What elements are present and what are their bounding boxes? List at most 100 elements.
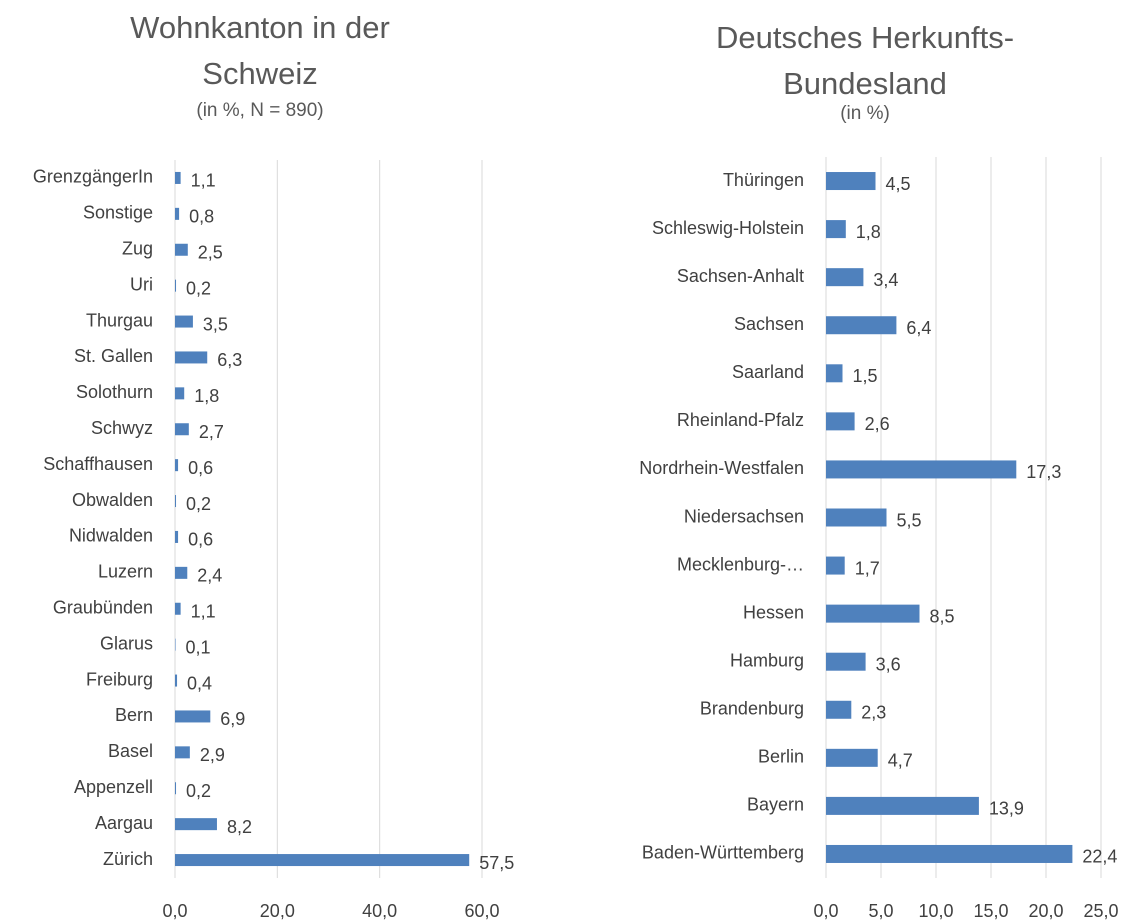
bar bbox=[826, 460, 1017, 479]
data-label: 22,4 bbox=[1082, 847, 1117, 867]
data-label: 2,3 bbox=[861, 703, 886, 723]
y-tick-label: Nordrhein-Westfalen bbox=[639, 458, 804, 478]
data-label: 1,1 bbox=[191, 602, 216, 622]
chart-subtitle: (in %, N = 890) bbox=[196, 100, 324, 121]
data-label: 0,2 bbox=[186, 494, 211, 514]
data-label: 0,2 bbox=[186, 278, 211, 298]
x-tick-label: 25,0 bbox=[1083, 901, 1118, 921]
bar bbox=[175, 243, 188, 256]
bar bbox=[826, 316, 897, 335]
bar bbox=[826, 844, 1073, 863]
data-label: 1,5 bbox=[853, 366, 878, 386]
y-tick-label: Zürich bbox=[103, 849, 153, 869]
bar bbox=[826, 652, 866, 671]
data-label: 0,8 bbox=[189, 207, 214, 227]
bar bbox=[826, 364, 843, 383]
data-label: 1,1 bbox=[191, 171, 216, 191]
bar bbox=[175, 495, 177, 508]
data-label: 6,3 bbox=[217, 350, 242, 370]
data-label: 4,5 bbox=[886, 174, 911, 194]
x-tick-label: 15,0 bbox=[973, 901, 1008, 921]
x-tick-label: 10,0 bbox=[918, 901, 953, 921]
y-tick-label: St. Gallen bbox=[74, 346, 153, 366]
y-tick-label: Freiburg bbox=[86, 669, 153, 689]
bar bbox=[175, 423, 189, 436]
bar bbox=[826, 220, 846, 239]
y-tick-label: Luzern bbox=[98, 562, 153, 582]
data-label: 2,5 bbox=[198, 243, 223, 263]
bar bbox=[175, 171, 181, 184]
y-tick-label: Aargau bbox=[95, 813, 153, 833]
bar bbox=[826, 700, 852, 719]
x-tick-label: 5,0 bbox=[868, 901, 893, 921]
y-tick-label: Schleswig-Holstein bbox=[652, 218, 804, 238]
data-label: 2,7 bbox=[199, 422, 224, 442]
bar bbox=[175, 530, 179, 543]
y-tick-label: Saarland bbox=[732, 362, 804, 382]
x-tick-label: 20,0 bbox=[260, 901, 295, 921]
y-tick-label: Berlin bbox=[758, 747, 804, 767]
y-tick-label: Zug bbox=[122, 239, 153, 259]
data-label: 6,4 bbox=[906, 318, 931, 338]
bar bbox=[175, 782, 177, 795]
y-tick-label: Sachsen bbox=[734, 314, 804, 334]
y-tick-label: Thüringen bbox=[723, 170, 804, 190]
chart-title: Deutsches Herkunfts-Bundesland bbox=[715, 20, 1015, 101]
data-label: 17,3 bbox=[1026, 462, 1061, 482]
y-tick-label: Thurgau bbox=[86, 310, 153, 330]
data-label: 8,5 bbox=[930, 606, 955, 626]
bar bbox=[175, 818, 217, 831]
bar bbox=[175, 746, 190, 759]
chart-subtitle: (in %) bbox=[840, 103, 890, 124]
x-tick-label: 0,0 bbox=[162, 901, 187, 921]
data-label: 1,8 bbox=[194, 386, 219, 406]
bar bbox=[175, 387, 185, 400]
bar bbox=[175, 854, 470, 867]
bar bbox=[826, 748, 878, 767]
y-tick-label: Baden-Württemberg bbox=[642, 843, 804, 863]
bar bbox=[175, 315, 193, 328]
data-label: 3,5 bbox=[203, 314, 228, 334]
data-label: 1,7 bbox=[855, 558, 880, 578]
bar bbox=[175, 710, 211, 723]
y-tick-label: GrenzgängerIn bbox=[33, 167, 153, 187]
bar bbox=[175, 602, 181, 615]
data-label: 8,2 bbox=[227, 817, 252, 837]
data-label: 2,4 bbox=[197, 566, 222, 586]
data-label: 3,4 bbox=[873, 270, 898, 290]
y-tick-label: Schwyz bbox=[91, 418, 153, 438]
y-tick-label: Rheinland-Pfalz bbox=[677, 410, 804, 430]
y-tick-label: Schaffhausen bbox=[43, 454, 153, 474]
y-tick-label: Graubünden bbox=[53, 598, 153, 618]
x-tick-label: 60,0 bbox=[464, 901, 499, 921]
y-tick-label: Appenzell bbox=[74, 777, 153, 797]
data-label: 1,8 bbox=[856, 222, 881, 242]
y-tick-label: Nidwalden bbox=[69, 526, 153, 546]
data-label: 57,5 bbox=[479, 853, 514, 873]
y-tick-label: Mecklenburg-… bbox=[677, 554, 804, 574]
data-label: 0,6 bbox=[188, 530, 213, 550]
y-tick-label: Niedersachsen bbox=[684, 506, 804, 526]
bar bbox=[826, 172, 876, 191]
data-label: 0,4 bbox=[187, 673, 212, 693]
data-label: 0,2 bbox=[186, 781, 211, 801]
data-label: 5,5 bbox=[897, 510, 922, 530]
chart-title: Wohnkanton in der Schweiz bbox=[130, 10, 390, 91]
bar bbox=[826, 796, 979, 815]
bar bbox=[826, 508, 887, 527]
bar bbox=[175, 351, 208, 364]
y-tick-label: Sonstige bbox=[83, 203, 153, 223]
bar bbox=[826, 412, 855, 431]
y-tick-label: Hessen bbox=[743, 602, 804, 622]
y-tick-label: Basel bbox=[108, 741, 153, 761]
bar bbox=[175, 674, 178, 687]
y-tick-label: Glarus bbox=[100, 633, 153, 653]
bar bbox=[826, 604, 920, 623]
data-label: 0,1 bbox=[186, 637, 211, 657]
y-tick-label: Solothurn bbox=[76, 382, 153, 402]
data-label: 4,7 bbox=[888, 751, 913, 771]
data-label: 2,9 bbox=[200, 745, 225, 765]
y-tick-label: Bayern bbox=[747, 795, 804, 815]
